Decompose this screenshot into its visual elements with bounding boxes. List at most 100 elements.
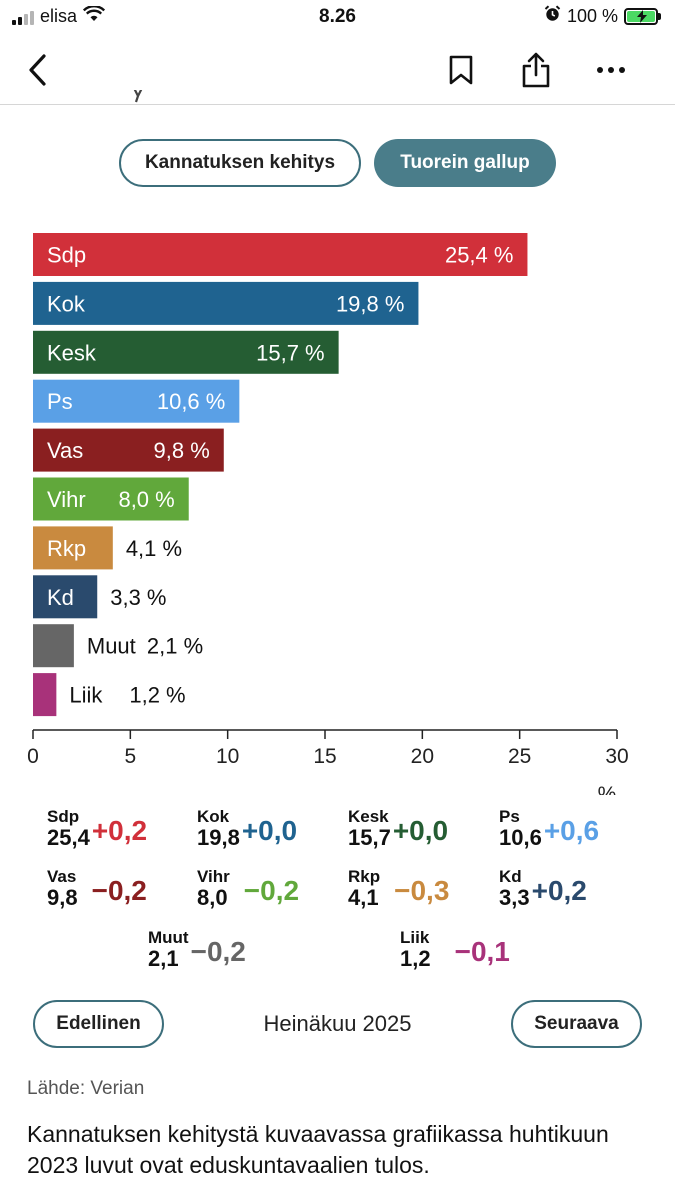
status-right: 100 % [544, 5, 661, 27]
change-delta: +0,2 [91, 815, 148, 846]
change-summary: Sdp 25,4 +0,2 Kok 19,8 +0,0 Kesk 15,7 +0,0 Ps 10,6… [0, 800, 675, 980]
bar-value-vas: 9,8 % [154, 438, 210, 463]
change-party-value: 3,3 [499, 885, 530, 910]
battery-icon [624, 7, 661, 25]
change-party-value: 1,2 [400, 946, 431, 971]
back-button[interactable] [20, 52, 56, 88]
change-party-name: Sdp [47, 807, 80, 826]
more-button[interactable] [593, 52, 629, 88]
bar-category-liik: Liik [69, 683, 103, 708]
change-item-liik: Liik 1,2 −0,1 [400, 928, 510, 971]
change-labels-ps: Ps 10,6 [499, 807, 542, 850]
change-delta: −0,2 [91, 875, 147, 906]
scrolled-text-fragment [120, 90, 160, 104]
bar-category-ps: Ps [47, 389, 73, 414]
alarm-icon [544, 5, 561, 27]
change-party-value: 4,1 [348, 885, 379, 910]
change-party-name: Rkp [348, 867, 381, 886]
bar-category-kok: Kok [47, 291, 86, 316]
source-label: Lähde: Verian [27, 1078, 145, 1099]
change-item-kesk: Kesk 15,7 +0,0 [348, 807, 448, 850]
bar-value-liik: 1,2 % [129, 683, 185, 708]
history-toggle-button[interactable]: Kannatuksen kehitys [119, 139, 361, 187]
change-labels-vas: Vas 9,8 [47, 867, 78, 910]
x-tick-label-10: 10 [216, 745, 239, 768]
carrier-name: elisa [40, 6, 78, 26]
party-support-bar-chart: Sdp 25,4 % Kok 19,8 % Kesk 15,7 % Ps 10,6 % Vas 9… [27, 233, 629, 795]
bar-value-muut: 2,1 % [147, 634, 203, 659]
change-item-kok: Kok 19,8 +0,0 [197, 807, 297, 850]
signal-icon [12, 9, 34, 25]
nav-bar [0, 34, 675, 105]
bar-liik [33, 673, 57, 717]
x-axis-label: % [598, 783, 617, 795]
change-delta: +0,0 [392, 815, 449, 846]
status-time: 8.26 [319, 6, 356, 27]
change-labels-liik: Liik 1,2 [400, 928, 431, 971]
bar-value-kok: 19,8 % [336, 291, 405, 316]
share-button[interactable] [518, 52, 554, 88]
chevron-left-icon [29, 54, 46, 86]
change-party-value: 15,7 [348, 825, 391, 850]
bar-ps [33, 379, 240, 423]
x-tick-label-20: 20 [411, 745, 434, 768]
bar-category-kesk: Kesk [47, 340, 97, 365]
change-party-value: 2,1 [148, 946, 179, 971]
bar-category-kd: Kd [47, 585, 74, 610]
change-delta: −0,2 [243, 875, 300, 906]
change-party-value: 19,8 [197, 825, 240, 850]
bookmark-icon [449, 55, 473, 85]
more-icon [597, 67, 625, 73]
change-labels-kok: Kok 19,8 [197, 807, 240, 850]
x-tick-label-5: 5 [124, 745, 136, 768]
x-tick-label-15: 15 [313, 745, 336, 768]
bar-kd [33, 575, 98, 619]
change-party-value: 8,0 [197, 885, 228, 910]
next-button[interactable]: Seuraava [511, 1000, 642, 1048]
bar-category-rkp: Rkp [47, 536, 86, 561]
battery-percent: 100 % [566, 5, 618, 26]
change-party-name: Muut [148, 928, 189, 947]
bar-value-sdp: 25,4 % [445, 243, 514, 268]
x-tick-label-25: 25 [508, 745, 531, 768]
caption-text: Kannatuksen kehitystä kuvaavassa grafiik… [27, 1121, 609, 1178]
change-party-name: Liik [400, 928, 430, 947]
bar-vas [33, 428, 224, 472]
change-party-value: 9,8 [47, 885, 78, 910]
change-item-vihr: Vihr 8,0 −0,2 [197, 867, 299, 910]
change-party-value: 25,4 [47, 825, 90, 850]
change-delta: −0,3 [394, 875, 450, 906]
latest-poll-toggle-button[interactable]: Tuorein gallup [374, 139, 556, 187]
bar-vihr [33, 477, 189, 521]
bar-category-sdp: Sdp [47, 243, 86, 268]
share-icon [522, 52, 550, 88]
bar-muut [33, 624, 74, 668]
change-item-vas: Vas 9,8 −0,2 [47, 867, 147, 910]
change-party-name: Kok [197, 807, 230, 826]
bookmark-button[interactable] [443, 52, 479, 88]
change-delta: +0,2 [531, 875, 587, 906]
change-delta: −0,1 [454, 936, 510, 967]
change-party-value: 10,6 [499, 825, 542, 850]
x-tick-label-30: 30 [605, 745, 628, 768]
change-delta: +0,0 [241, 815, 298, 846]
change-labels-kesk: Kesk 15,7 [348, 807, 391, 850]
change-delta: +0,6 [543, 815, 600, 846]
change-item-rkp: Rkp 4,1 −0,3 [348, 867, 449, 910]
bar-kok [33, 281, 419, 325]
change-item-kd: Kd 3,3 +0,2 [499, 867, 587, 910]
bar-value-vihr: 8,0 % [118, 487, 174, 512]
bar-kesk [33, 330, 339, 374]
wifi-icon [82, 5, 106, 27]
bar-value-rkp: 4,1 % [126, 536, 182, 561]
bar-category-vas: Vas [47, 438, 83, 463]
change-delta: −0,2 [190, 936, 246, 967]
previous-button[interactable]: Edellinen [33, 1000, 164, 1048]
change-item-ps: Ps 10,6 +0,6 [499, 807, 599, 850]
change-labels-vihr: Vihr 8,0 [197, 867, 230, 910]
change-party-name: Ps [499, 807, 520, 826]
change-labels-sdp: Sdp 25,4 [47, 807, 90, 850]
bar-rkp [33, 526, 113, 570]
change-party-name: Vihr [197, 867, 230, 886]
bar-value-kesk: 15,7 % [256, 340, 325, 365]
